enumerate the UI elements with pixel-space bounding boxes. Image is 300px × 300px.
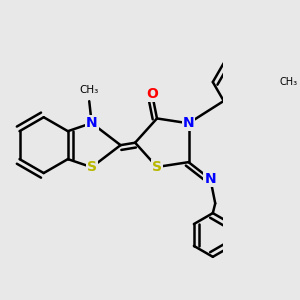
Text: N: N: [183, 116, 194, 130]
Text: CH₃: CH₃: [80, 85, 99, 95]
Text: N: N: [205, 172, 216, 186]
Text: CH₃: CH₃: [280, 77, 298, 87]
Text: S: S: [152, 160, 162, 174]
Text: O: O: [146, 87, 158, 101]
Text: S: S: [87, 160, 97, 174]
Text: N: N: [86, 116, 98, 130]
